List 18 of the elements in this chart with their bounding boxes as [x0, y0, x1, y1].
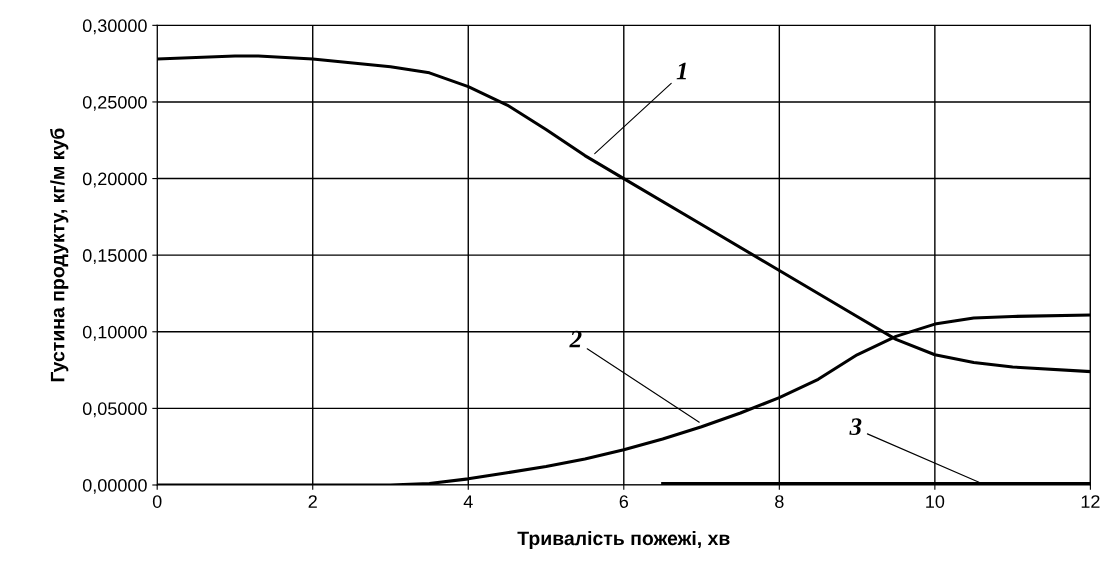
y-tick-label: 0,15000	[82, 249, 147, 265]
y-tick-label: 0,25000	[82, 95, 147, 111]
y-tick-label: 0,10000	[82, 325, 147, 341]
x-tick-label: 8	[775, 495, 784, 508]
y-tick-label: 0,20000	[82, 172, 147, 188]
annotation: 3	[849, 418, 862, 436]
x-tick-label: 0	[152, 495, 162, 508]
y-tick-label: 0,30000	[82, 19, 147, 35]
x-tick-label: 2	[308, 495, 317, 508]
x-tick-label: 6	[619, 495, 629, 508]
x-axis-title: Тривалість пожежі, хв	[517, 530, 730, 550]
x-tick-label: 4	[463, 495, 473, 508]
annotation: 1	[676, 62, 686, 80]
x-tick-label: 10	[926, 495, 945, 508]
y-axis-title: Густина продукту, кг/м куб	[50, 128, 69, 382]
y-tick-label: 0,05000	[82, 402, 147, 418]
x-tick-label: 12	[1081, 495, 1100, 508]
y-tick-label: 0,00000	[82, 478, 147, 494]
